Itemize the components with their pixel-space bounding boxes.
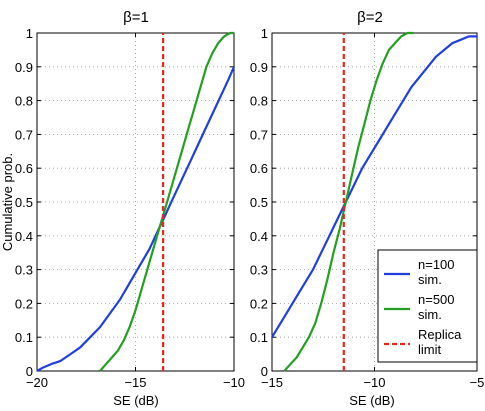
series-layer — [36, 31, 236, 372]
y-tick-label-8: 0.8 — [250, 94, 268, 109]
legend-label-n500-line2: sim. — [418, 307, 442, 322]
y-tick-label-5: 0.5 — [15, 195, 33, 210]
series-layer — [271, 31, 477, 372]
x-axis-label: SE (dB) — [113, 393, 159, 408]
legend-item-n500: n=500 sim. — [384, 292, 455, 322]
series-line-n-500-sim — [283, 31, 414, 372]
y-tick-label-7: 0.7 — [250, 127, 268, 142]
ticks-layer: 0 0.1 0.2 0.3 0.4 0.5 0.6 0.7 0.8 0.9 1 −20 −15 −10 — [15, 26, 245, 390]
grid-layer — [36, 32, 235, 372]
y-tick-label-5: 0.5 — [250, 195, 268, 210]
legend-item-replica: Replica limit — [384, 327, 462, 357]
series-line-n-100-sim — [36, 66, 236, 372]
x-tick-label-0: −20 — [26, 375, 48, 390]
y-tick-label-9: 0.9 — [15, 60, 33, 75]
series-line-n-500-sim — [99, 31, 234, 372]
chart-panel-beta-2: β=2 0 0.1 0.2 0.3 0.4 0.5 0.6 0.7 0.8 0.9 1 −15 −10 −… — [250, 9, 484, 408]
y-tick-label-4: 0.4 — [15, 229, 33, 244]
series-line-n-100-sim — [271, 35, 477, 338]
chart-panel-beta-1: β=1 0 0.1 0.2 0.3 0.4 0.5 0.6 0.7 0.8 0.9 1 −20 −15 −… — [0, 9, 245, 408]
y-tick-label-7: 0.7 — [15, 127, 33, 142]
y-tick-label-9: 0.9 — [250, 60, 268, 75]
y-tick-label-4: 0.4 — [250, 229, 268, 244]
x-tick-label-0: −15 — [261, 375, 283, 390]
legend-label-replica-line2: limit — [418, 342, 441, 357]
y-tick-label-1: 0.1 — [15, 330, 33, 345]
ticks-layer: 0 0.1 0.2 0.3 0.4 0.5 0.6 0.7 0.8 0.9 1 −15 −10 −5 — [250, 26, 484, 390]
y-tick-label-2: 0.2 — [250, 296, 268, 311]
legend-label-n100-line2: sim. — [418, 272, 442, 287]
x-axis-label: SE (dB) — [349, 393, 395, 408]
legend-item-n100: n=100 sim. — [384, 257, 455, 287]
legend-label-replica-line1: Replica — [418, 327, 462, 342]
y-tick-label-10: 1 — [261, 26, 268, 41]
y-tick-label-1: 0.1 — [250, 330, 268, 345]
x-tick-label-1: −15 — [124, 375, 146, 390]
y-tick-label-6: 0.6 — [250, 161, 268, 176]
chart-title: β=1 — [123, 9, 149, 26]
chart-title: β=2 — [357, 9, 383, 26]
y-tick-label-0: 0 — [261, 364, 268, 379]
legend: n=100 sim. n=500 sim. Replica limit — [377, 249, 478, 363]
y-tick-label-10: 1 — [26, 26, 33, 41]
y-tick-label-3: 0.3 — [15, 263, 33, 278]
y-tick-label-8: 0.8 — [15, 94, 33, 109]
x-tick-label-1: −10 — [363, 375, 385, 390]
y-tick-label-6: 0.6 — [15, 161, 33, 176]
x-tick-label-2: −5 — [470, 375, 485, 390]
y-tick-label-2: 0.2 — [15, 296, 33, 311]
y-tick-label-3: 0.3 — [250, 263, 268, 278]
x-tick-label-2: −10 — [223, 375, 245, 390]
y-axis-label: Cumulative prob. — [0, 153, 15, 251]
legend-label-n500-line1: n=500 — [418, 292, 455, 307]
y-tick-label-0: 0 — [26, 364, 33, 379]
legend-label-n100-line1: n=100 — [418, 257, 455, 272]
